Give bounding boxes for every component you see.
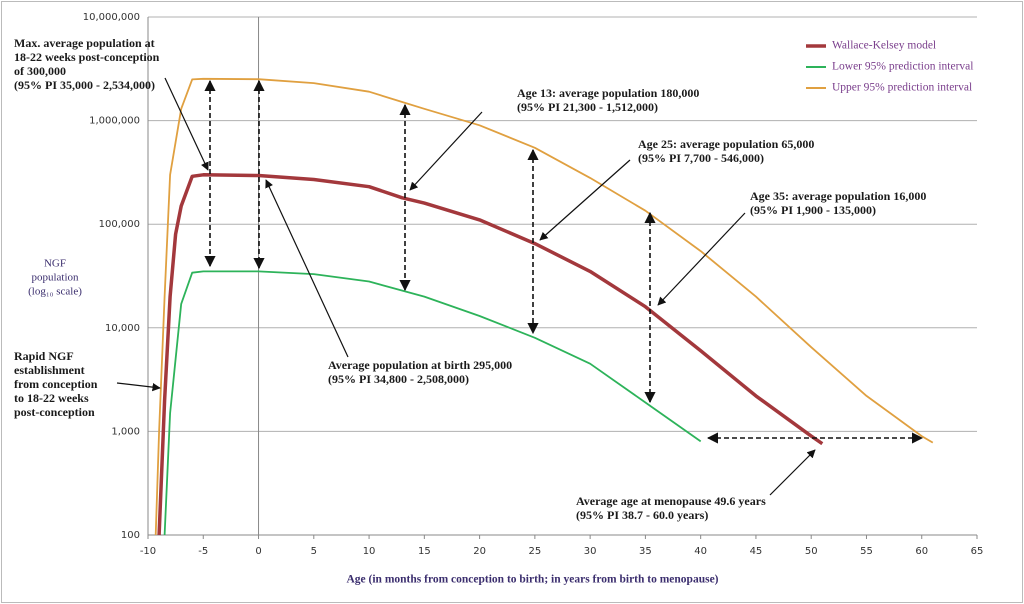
series-line [157, 173, 824, 536]
arrow [409, 111, 483, 191]
x-tick-label: 10 [363, 546, 376, 557]
x-tick-label: 40 [694, 546, 707, 557]
x-tick-label: 65 [971, 546, 984, 557]
annotation: (95% PI 7,700 - 546,000) [638, 151, 764, 165]
x-tick-label: -5 [198, 546, 208, 557]
annotation-arrows [116, 77, 816, 496]
annotation: (95% PI 38.7 - 60.0 years) [576, 508, 708, 522]
legend-label: Lower 95% prediction interval [832, 61, 973, 73]
annotation: (95% PI 35,000 - 2,534,000) [14, 78, 155, 92]
series-line [154, 77, 934, 536]
series-line [163, 270, 702, 536]
arrow [265, 179, 349, 358]
legend-label: Upper 95% prediction interval [832, 82, 972, 94]
annotation: Age 13: average population 180,000 [517, 86, 699, 100]
y-tick-label: 10,000,000 [83, 12, 140, 23]
y-tick-label: 100 [121, 530, 140, 541]
y-axis-label: population [31, 272, 79, 284]
x-tick-label: 50 [805, 546, 818, 557]
annotation: of 300,000 [14, 64, 66, 78]
annotation: (95% PI 21,300 - 1,512,000) [517, 100, 658, 114]
y-tick-label: 10,000 [105, 323, 140, 334]
arrow [769, 449, 816, 496]
y-tick-label: 1,000 [111, 426, 140, 437]
plot-area: 1001,00010,000100,0001,000,00010,000,000… [28, 12, 983, 586]
y-axis-label: NGF [44, 258, 66, 270]
interval-arrows [204, 79, 924, 444]
annotation: (95% PI 34,800 - 2,508,000) [328, 372, 469, 386]
x-tick-label: 20 [473, 546, 486, 557]
x-tick-label: 5 [311, 546, 317, 557]
annotation: Age 35: average population 16,000 [750, 189, 926, 203]
y-axis-label: (log₁₀ scale) [28, 286, 82, 298]
arrow [657, 212, 746, 306]
x-tick-label: 15 [418, 546, 431, 557]
arrow [164, 77, 209, 171]
annotation: Average population at birth 295,000 [328, 358, 512, 372]
x-tick-label: 45 [750, 546, 763, 557]
annotation: Rapid NGF [14, 349, 74, 363]
annotation: post-conception [14, 405, 95, 419]
arrow [539, 159, 631, 241]
x-tick-label: -10 [140, 546, 156, 557]
x-axis-label: Age (in months from conception to birth;… [346, 574, 718, 586]
annotation: Age 25: average population 65,000 [638, 137, 814, 151]
x-tick-label: 35 [639, 546, 652, 557]
annotation: (95% PI 1,900 - 135,000) [750, 203, 876, 217]
y-tick-label: 100,000 [99, 219, 140, 230]
legend-label: Wallace-Kelsey model [832, 40, 936, 52]
annotation: establishment [14, 363, 85, 377]
x-tick-label: 30 [584, 546, 597, 557]
annotation: Average age at menopause 49.6 years [576, 494, 766, 508]
y-tick-label: 1,000,000 [89, 116, 140, 127]
x-tick-label: 25 [528, 546, 541, 557]
x-tick-label: 55 [860, 546, 873, 557]
annotation: from conception [14, 377, 98, 391]
annotation: 18-22 weeks post-conception [14, 50, 160, 64]
annotation: to 18-22 weeks [14, 391, 89, 405]
annotation: Max. average population at [14, 36, 155, 50]
arrow [116, 382, 161, 392]
x-tick-label: 0 [255, 546, 261, 557]
x-tick-label: 60 [915, 546, 928, 557]
